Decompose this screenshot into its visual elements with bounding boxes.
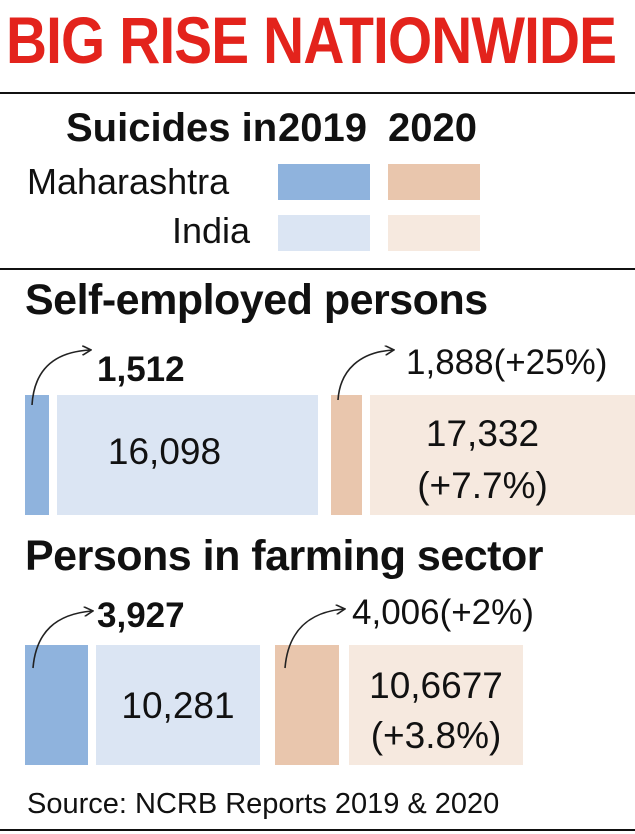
data-label-self-employed-india-2020: 17,332 (425, 413, 540, 454)
bar-self-employed-maharashtra-2020 (331, 395, 362, 515)
bar-self-employed-maharashtra-2019 (25, 395, 49, 515)
swatch-india-2019 (278, 215, 370, 251)
arrow-farming-2020 (284, 609, 344, 669)
arrow-self-employed-2019 (31, 350, 90, 406)
data-label-self-employed-india-2019: 16,098 (107, 431, 222, 472)
swatch-maharashtra-2020 (388, 164, 480, 200)
legend-year-2019: 2019 (278, 106, 367, 150)
legend-year-2020: 2020 (388, 106, 477, 150)
chart-title-farming: Persons in farming sector (25, 532, 544, 580)
bar-farming-india-2019 (96, 645, 260, 765)
data-label-self-employed-maharashtra-2019: 1,512 (97, 350, 185, 389)
legend-label-india: India (172, 210, 251, 251)
data-label-farming-india-2020: 10,6677 (369, 665, 503, 706)
bar-self-employed-india-2020 (370, 395, 635, 515)
swatch-india-2020 (388, 215, 480, 251)
data-label-farming-maharashtra-2019: 3,927 (97, 596, 185, 635)
bar-farming-maharashtra-2019 (25, 645, 88, 765)
headline-text: BIG RISE NATIONWIDE (6, 3, 617, 77)
legend-heading: Suicides in (66, 106, 278, 150)
data-label-farming-maharashtra-2020: 4,006(+2%) (352, 593, 534, 632)
source-note: Source: NCRB Reports 2019 & 2020 (27, 788, 500, 820)
top-rule (0, 92, 635, 94)
legend-rule (0, 268, 635, 270)
chart-title-self-employed: Self-employed persons (25, 276, 488, 324)
data-label-farming-india-2020-change: (+3.8%) (370, 715, 502, 756)
arrow-self-employed-2020 (337, 350, 393, 401)
data-label-self-employed-india-2020-change: (+7.7%) (417, 465, 548, 506)
bottom-rule (0, 829, 635, 831)
data-label-farming-india-2019: 10,281 (121, 685, 235, 726)
bar-self-employed-india-2019 (57, 395, 318, 515)
swatch-maharashtra-2019 (278, 164, 370, 200)
bar-farming-india-2020 (349, 645, 523, 765)
legend-label-maharashtra: Maharashtra (27, 161, 230, 202)
headline: BIG RISE NATIONWIDE (0, 0, 635, 90)
data-label-self-employed-maharashtra-2020: 1,888(+25%) (406, 343, 608, 382)
arrow-farming-2019 (32, 611, 92, 669)
